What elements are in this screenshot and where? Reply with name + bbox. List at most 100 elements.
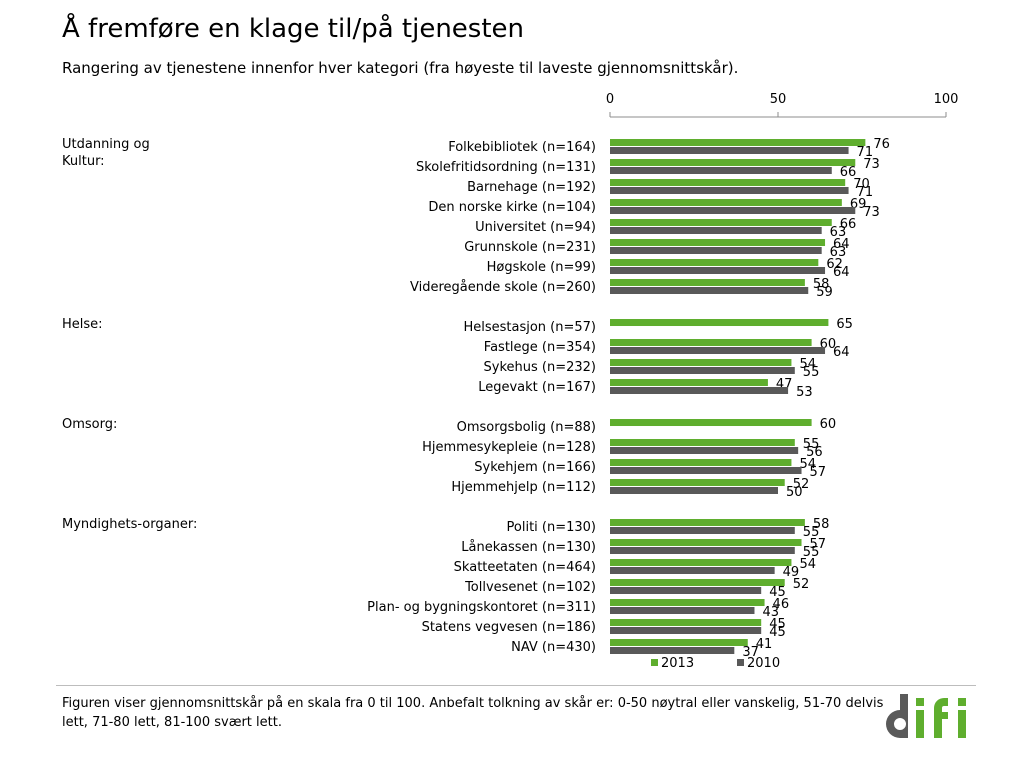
value-label-2013: 54 — [799, 557, 816, 572]
bar-2013 — [610, 519, 805, 526]
value-label-2010: 73 — [863, 205, 880, 220]
bar-2010 — [610, 207, 856, 214]
bar-2013 — [610, 539, 802, 546]
footer-divider — [56, 685, 976, 686]
bar-2013 — [610, 379, 768, 386]
value-label-2010: 66 — [840, 165, 857, 180]
category-label: Helsestasjon (n=57) — [463, 320, 596, 335]
bar-2013 — [610, 459, 792, 466]
category-label: Hjemmehjelp (n=112) — [451, 480, 596, 495]
bar-2013 — [610, 179, 846, 186]
value-label-2013: 66 — [840, 217, 857, 232]
value-label-2010: 45 — [769, 625, 786, 640]
bar-2013 — [610, 319, 829, 326]
value-label-2013: 60 — [820, 417, 837, 432]
bar-2010 — [610, 627, 762, 634]
category-label: Grunnskole (n=231) — [464, 240, 596, 255]
bar-2013 — [610, 279, 805, 286]
bar-2010 — [610, 567, 775, 574]
bar-2010 — [610, 367, 795, 374]
bar-2013 — [610, 139, 866, 146]
bar-2010 — [610, 227, 822, 234]
value-label-2013: 55 — [803, 437, 820, 452]
x-tick-label: 50 — [770, 92, 787, 107]
bar-2010 — [610, 187, 849, 194]
category-label: Den norske kirke (n=104) — [428, 200, 596, 215]
category-label: Skolefritidsordning (n=131) — [416, 160, 596, 175]
category-label: Statens vegvesen (n=186) — [422, 620, 596, 635]
value-label-2010: 49 — [783, 565, 800, 580]
value-label-2010: 50 — [786, 485, 803, 500]
bar-2013 — [610, 439, 795, 446]
bar-2013 — [610, 559, 792, 566]
value-label-2010: 43 — [762, 605, 779, 620]
bar-2010 — [610, 467, 802, 474]
value-label-2013: 52 — [793, 577, 810, 592]
category-label: Plan- og bygningskontoret (n=311) — [367, 600, 596, 615]
bar-2013 — [610, 599, 765, 606]
value-label-2010: 71 — [857, 145, 874, 160]
value-label-2013: 70 — [853, 177, 870, 192]
category-label: Høgskole (n=99) — [487, 260, 596, 275]
category-label: Barnehage (n=192) — [467, 180, 596, 195]
bar-2013 — [610, 619, 762, 626]
group-label: Omsorg: — [62, 417, 117, 432]
value-label-2010: 64 — [833, 265, 850, 280]
bar-2013 — [610, 479, 785, 486]
bar-2010 — [610, 287, 809, 294]
page-subtitle: Rangering av tjenestene innenfor hver ka… — [62, 59, 739, 77]
bar-2013 — [610, 259, 819, 266]
category-label: Sykehjem (n=166) — [474, 460, 596, 475]
value-label-2013: 73 — [863, 157, 880, 172]
value-label-2010: 53 — [796, 385, 813, 400]
value-label-2013: 54 — [799, 457, 816, 472]
value-label-2010: 55 — [803, 525, 820, 540]
bar-2013 — [610, 159, 856, 166]
value-label-2013: 54 — [799, 357, 816, 372]
bar-2010 — [610, 147, 849, 154]
value-label-2013: 45 — [769, 617, 786, 632]
difi-logo — [886, 694, 966, 738]
value-label-2010: 63 — [830, 245, 847, 260]
bar-2010 — [610, 607, 755, 614]
value-label-2013: 62 — [826, 257, 843, 272]
bar-2010 — [610, 527, 795, 534]
category-label: Videregående skole (n=260) — [410, 280, 596, 295]
category-label: Fastlege (n=354) — [484, 340, 596, 355]
bar-2013 — [610, 219, 832, 226]
category-label: Universitet (n=94) — [475, 220, 596, 235]
value-label-2010: 63 — [830, 225, 847, 240]
value-label-2010: 55 — [803, 365, 820, 380]
category-label: Legevakt (n=167) — [478, 380, 596, 395]
bar-2010 — [610, 167, 832, 174]
category-label: Lånekassen (n=130) — [461, 540, 596, 555]
bar-2010 — [610, 487, 778, 494]
value-label-2013: 64 — [833, 237, 850, 252]
page-title: Å fremføre en klage til/på tjenesten — [62, 14, 525, 44]
legend-swatch-2013 — [651, 659, 658, 666]
category-label: Tollvesenet (n=102) — [464, 580, 596, 595]
bar-2010 — [610, 387, 789, 394]
bar-2010 — [610, 547, 795, 554]
group-label: Helse: — [62, 317, 103, 332]
value-label-2010: 55 — [803, 545, 820, 560]
category-label: Sykehus (n=232) — [484, 360, 596, 375]
value-label-2013: 76 — [873, 137, 890, 152]
bar-2010 — [610, 447, 799, 454]
value-label-2010: 45 — [769, 585, 786, 600]
logo-d-shape — [886, 694, 908, 738]
category-label: Folkebibliotek (n=164) — [448, 140, 596, 155]
value-label-2013: 65 — [836, 317, 853, 332]
bar-2013 — [610, 639, 748, 646]
bar-2013 — [610, 419, 812, 426]
legend-label-2010: 2010 — [747, 656, 780, 671]
value-label-2013: 52 — [793, 477, 810, 492]
bar-2013 — [610, 199, 842, 206]
value-label-2010: 37 — [742, 645, 759, 660]
bar-2013 — [610, 339, 812, 346]
group-label: Myndighets-organer: — [62, 517, 197, 532]
bar-2013 — [610, 579, 785, 586]
bar-2010 — [610, 587, 762, 594]
value-label-2010: 57 — [810, 465, 827, 480]
x-tick-label: 0 — [606, 92, 614, 107]
